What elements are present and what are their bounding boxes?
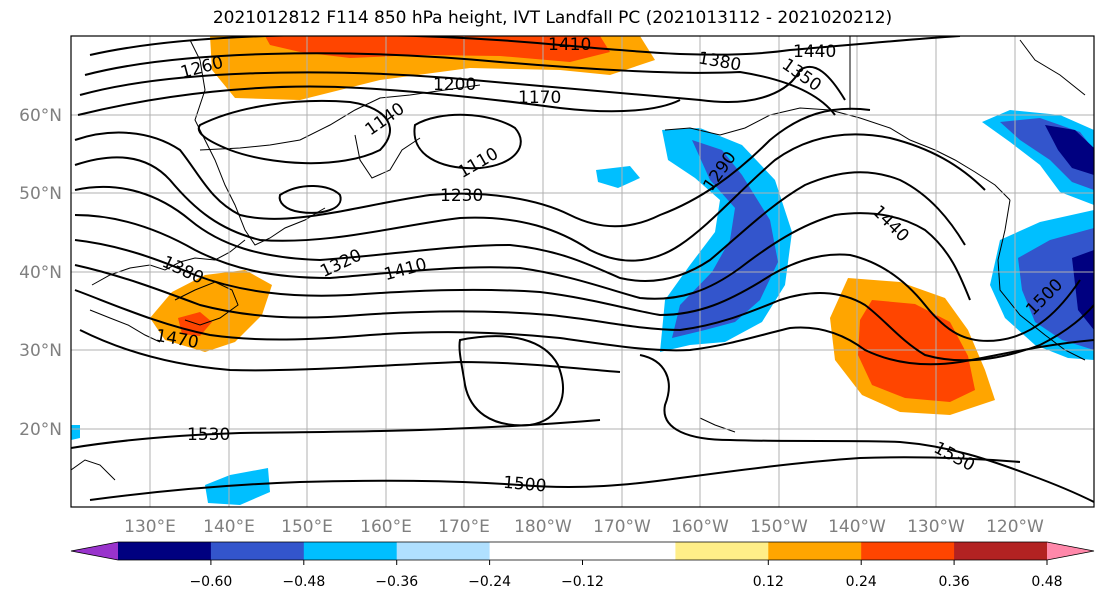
lon-label: 160°E: [360, 517, 412, 537]
ivt-negative-west-lightblue: [71, 425, 80, 440]
lon-label: 140°E: [203, 517, 255, 537]
colorbar-tick-label: −0.36: [375, 574, 418, 590]
map-border: [70, 35, 1095, 508]
colorbar-tick-label: −0.60: [189, 574, 232, 590]
contour-label: 1170: [518, 88, 561, 108]
contour-label: 1500: [502, 473, 547, 497]
colorbar-cell: [954, 542, 1048, 560]
colorbar-tick-label: −0.24: [468, 574, 511, 590]
contour-label: 1530: [187, 425, 230, 445]
height-contours: [71, 36, 1094, 503]
lon-label: 140°W: [828, 517, 886, 537]
colorbar-cell: [210, 542, 305, 560]
lon-label: 130°W: [907, 517, 965, 537]
figure-title: 2021012812 F114 850 hPa height, IVT Land…: [212, 8, 893, 28]
lat-label: 20°N: [19, 420, 62, 440]
lon-label: 170°W: [593, 517, 651, 537]
colorbar-tick-label: 0.36: [939, 574, 970, 590]
coastlines: [71, 36, 1086, 481]
ivt-negative-small-lightblue: [596, 166, 640, 188]
colorbar-cell: [861, 542, 955, 560]
colorbar: −0.60 −0.48 −0.36 −0.24 −0.12 0.12 0.24 0.36 0.4…: [70, 541, 1095, 590]
colorbar-tick-label: 0.12: [753, 574, 784, 590]
lon-label: 160°W: [671, 517, 729, 537]
colorbar-cell: [303, 542, 398, 560]
ivt-positive-japan-orange: [150, 270, 272, 352]
lon-label: 170°E: [438, 517, 490, 537]
lat-label: 40°N: [19, 263, 62, 283]
colorbar-cell: [582, 542, 676, 560]
lat-label: 60°N: [19, 106, 62, 126]
contour-label: 1200: [433, 75, 476, 95]
colorbar-extend-low: [71, 542, 118, 560]
ivt-negative-gulf-blue: [672, 140, 778, 338]
colorbar-cell: [396, 542, 491, 560]
colorbar-tick-label: 0.48: [1031, 574, 1062, 590]
colorbar-tick-label: 0.24: [846, 574, 877, 590]
colorbar-cell: [489, 542, 583, 560]
colorbar-tick-label: −0.12: [561, 574, 604, 590]
graticule: [71, 36, 1094, 507]
ivt-shading: [71, 36, 1094, 505]
lon-label: 120°W: [986, 517, 1044, 537]
colorbar-extend-high: [1047, 542, 1094, 560]
lat-label: 50°N: [19, 184, 62, 204]
latitude-labels: 60°N 50°N 40°N 30°N 20°N: [19, 106, 62, 440]
contour-label: 1440: [793, 42, 836, 62]
colorbar-cell: [768, 542, 862, 560]
lon-label: 150°E: [281, 517, 333, 537]
contour-label: 1410: [548, 35, 591, 55]
longitude-labels: 130°E 140°E 150°E 160°E 170°E 180°W 170°…: [124, 517, 1044, 537]
ivt-negative-nw-navy: [1045, 125, 1094, 175]
colorbar-tick-label: −0.48: [282, 574, 325, 590]
colorbar-cell: [118, 542, 212, 560]
contour-label: 1230: [440, 186, 483, 206]
lon-label: 150°W: [750, 517, 808, 537]
lon-label: 130°E: [124, 517, 176, 537]
ivt-negative-south-lightblue: [205, 468, 270, 505]
lat-label: 30°N: [19, 341, 62, 361]
colorbar-cell: [675, 542, 769, 560]
lon-label: 180°W: [514, 517, 572, 537]
